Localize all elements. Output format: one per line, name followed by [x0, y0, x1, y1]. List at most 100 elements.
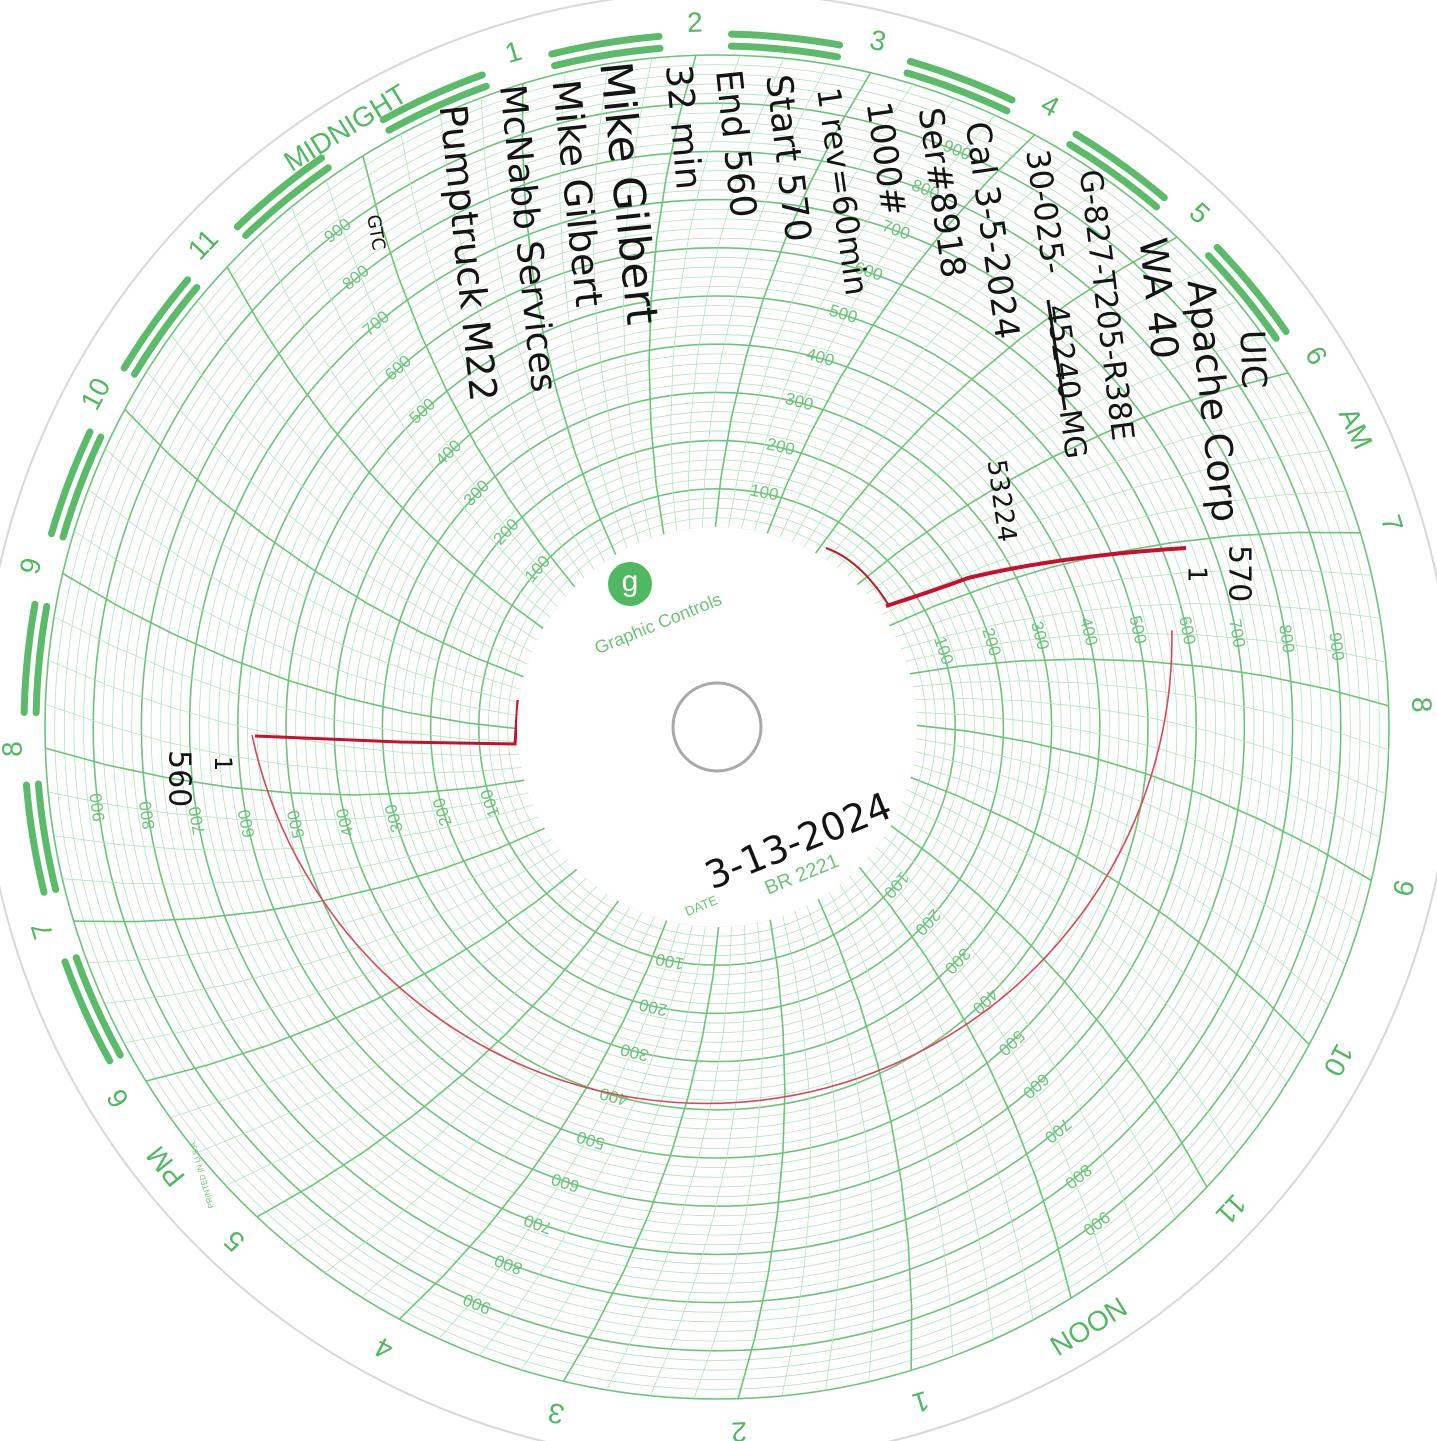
time-line	[751, 115, 996, 541]
time-line	[45, 747, 535, 796]
grid-circle	[227, 237, 1207, 1217]
grid-circle	[324, 334, 1110, 1120]
time-line	[713, 72, 872, 538]
center-hole	[671, 681, 763, 773]
pen-mark: 570	[1222, 545, 1257, 602]
night-band	[130, 283, 201, 378]
hour-label: 9	[1387, 877, 1421, 899]
time-line	[170, 334, 541, 658]
time-line	[762, 134, 1036, 544]
grid-circle	[73, 83, 1361, 1371]
time-line	[649, 914, 746, 1396]
time-line	[606, 916, 733, 1391]
grid-circle	[63, 73, 1371, 1381]
time-line	[857, 410, 1311, 601]
time-line	[291, 206, 565, 614]
time-line	[289, 898, 636, 1247]
grid-circle	[188, 198, 1246, 1256]
grid-circle	[401, 411, 1033, 1043]
grid-circle	[285, 295, 1149, 1159]
night-band	[548, 32, 663, 58]
grid-circle	[333, 343, 1101, 1111]
time-line	[809, 236, 1178, 562]
time-line	[362, 155, 582, 595]
grid-circle	[420, 430, 1014, 1024]
time-line	[813, 889, 913, 1371]
time-line	[840, 335, 1264, 583]
night-band	[727, 42, 842, 61]
night-band	[1213, 243, 1290, 335]
time-line	[197, 299, 546, 646]
grid-circle	[362, 372, 1072, 1082]
pen-mark: 1	[1182, 566, 1212, 583]
time-line	[62, 572, 528, 731]
scale-label: 800	[136, 800, 159, 831]
time-line	[737, 909, 786, 1399]
grid-circle	[381, 391, 1053, 1063]
grid-circle	[343, 353, 1091, 1101]
time-line	[45, 703, 532, 774]
night-band	[61, 958, 114, 1065]
time-line	[593, 63, 643, 553]
grid-circle	[468, 478, 966, 976]
grid-circle	[247, 257, 1187, 1197]
grid-circle	[477, 487, 956, 966]
time-line	[479, 915, 696, 1356]
trace-end	[254, 699, 520, 746]
grid-circle	[459, 469, 975, 985]
grid-circle	[304, 314, 1130, 1140]
grid-circle	[488, 498, 946, 956]
grid-circle	[410, 420, 1024, 1034]
time-line	[819, 267, 1209, 568]
time-line	[196, 879, 604, 1153]
time-line	[775, 156, 1073, 547]
time-line	[361, 907, 659, 1298]
time-line	[701, 63, 828, 538]
time-line	[520, 916, 708, 1371]
night-band	[32, 602, 51, 717]
night-band	[728, 30, 844, 49]
grid-circle	[429, 439, 1005, 1015]
time-line	[891, 603, 1381, 653]
time-line	[693, 912, 764, 1399]
time-line	[798, 207, 1145, 556]
night-band	[385, 82, 490, 134]
time-line	[899, 658, 1389, 707]
time-line	[803, 896, 875, 1382]
grid-circle	[256, 266, 1178, 1188]
time-line	[902, 680, 1389, 751]
time-line	[480, 97, 610, 571]
time-line	[888, 808, 1237, 1155]
time-line	[726, 83, 914, 538]
night-band	[233, 154, 325, 231]
scale-label: 800	[1275, 623, 1298, 654]
grid-circle	[275, 285, 1159, 1169]
logo	[608, 562, 652, 606]
time-line	[849, 372, 1289, 592]
time-line	[256, 892, 625, 1218]
time-line	[87, 834, 561, 964]
night-band	[1072, 130, 1168, 202]
time-line	[780, 905, 812, 1396]
grid-circle	[439, 449, 995, 1005]
night-band	[20, 600, 39, 716]
time-line	[146, 371, 537, 669]
time-line	[824, 883, 954, 1357]
time-line	[903, 761, 1329, 1006]
time-line	[440, 114, 600, 579]
time-line	[622, 58, 654, 549]
scale-label: 900	[86, 792, 108, 823]
time-line	[904, 698, 1386, 795]
night-band	[242, 164, 332, 239]
scale-label: 900	[1325, 631, 1347, 662]
time-line	[865, 450, 1330, 610]
time-line	[852, 859, 1072, 1299]
time-line	[905, 748, 1346, 965]
grid-circle	[314, 324, 1120, 1130]
night-band	[72, 954, 124, 1059]
time-line	[521, 83, 621, 565]
time-line	[398, 910, 672, 1320]
trace-rise	[825, 547, 889, 605]
hour-label: 2	[731, 1416, 748, 1441]
